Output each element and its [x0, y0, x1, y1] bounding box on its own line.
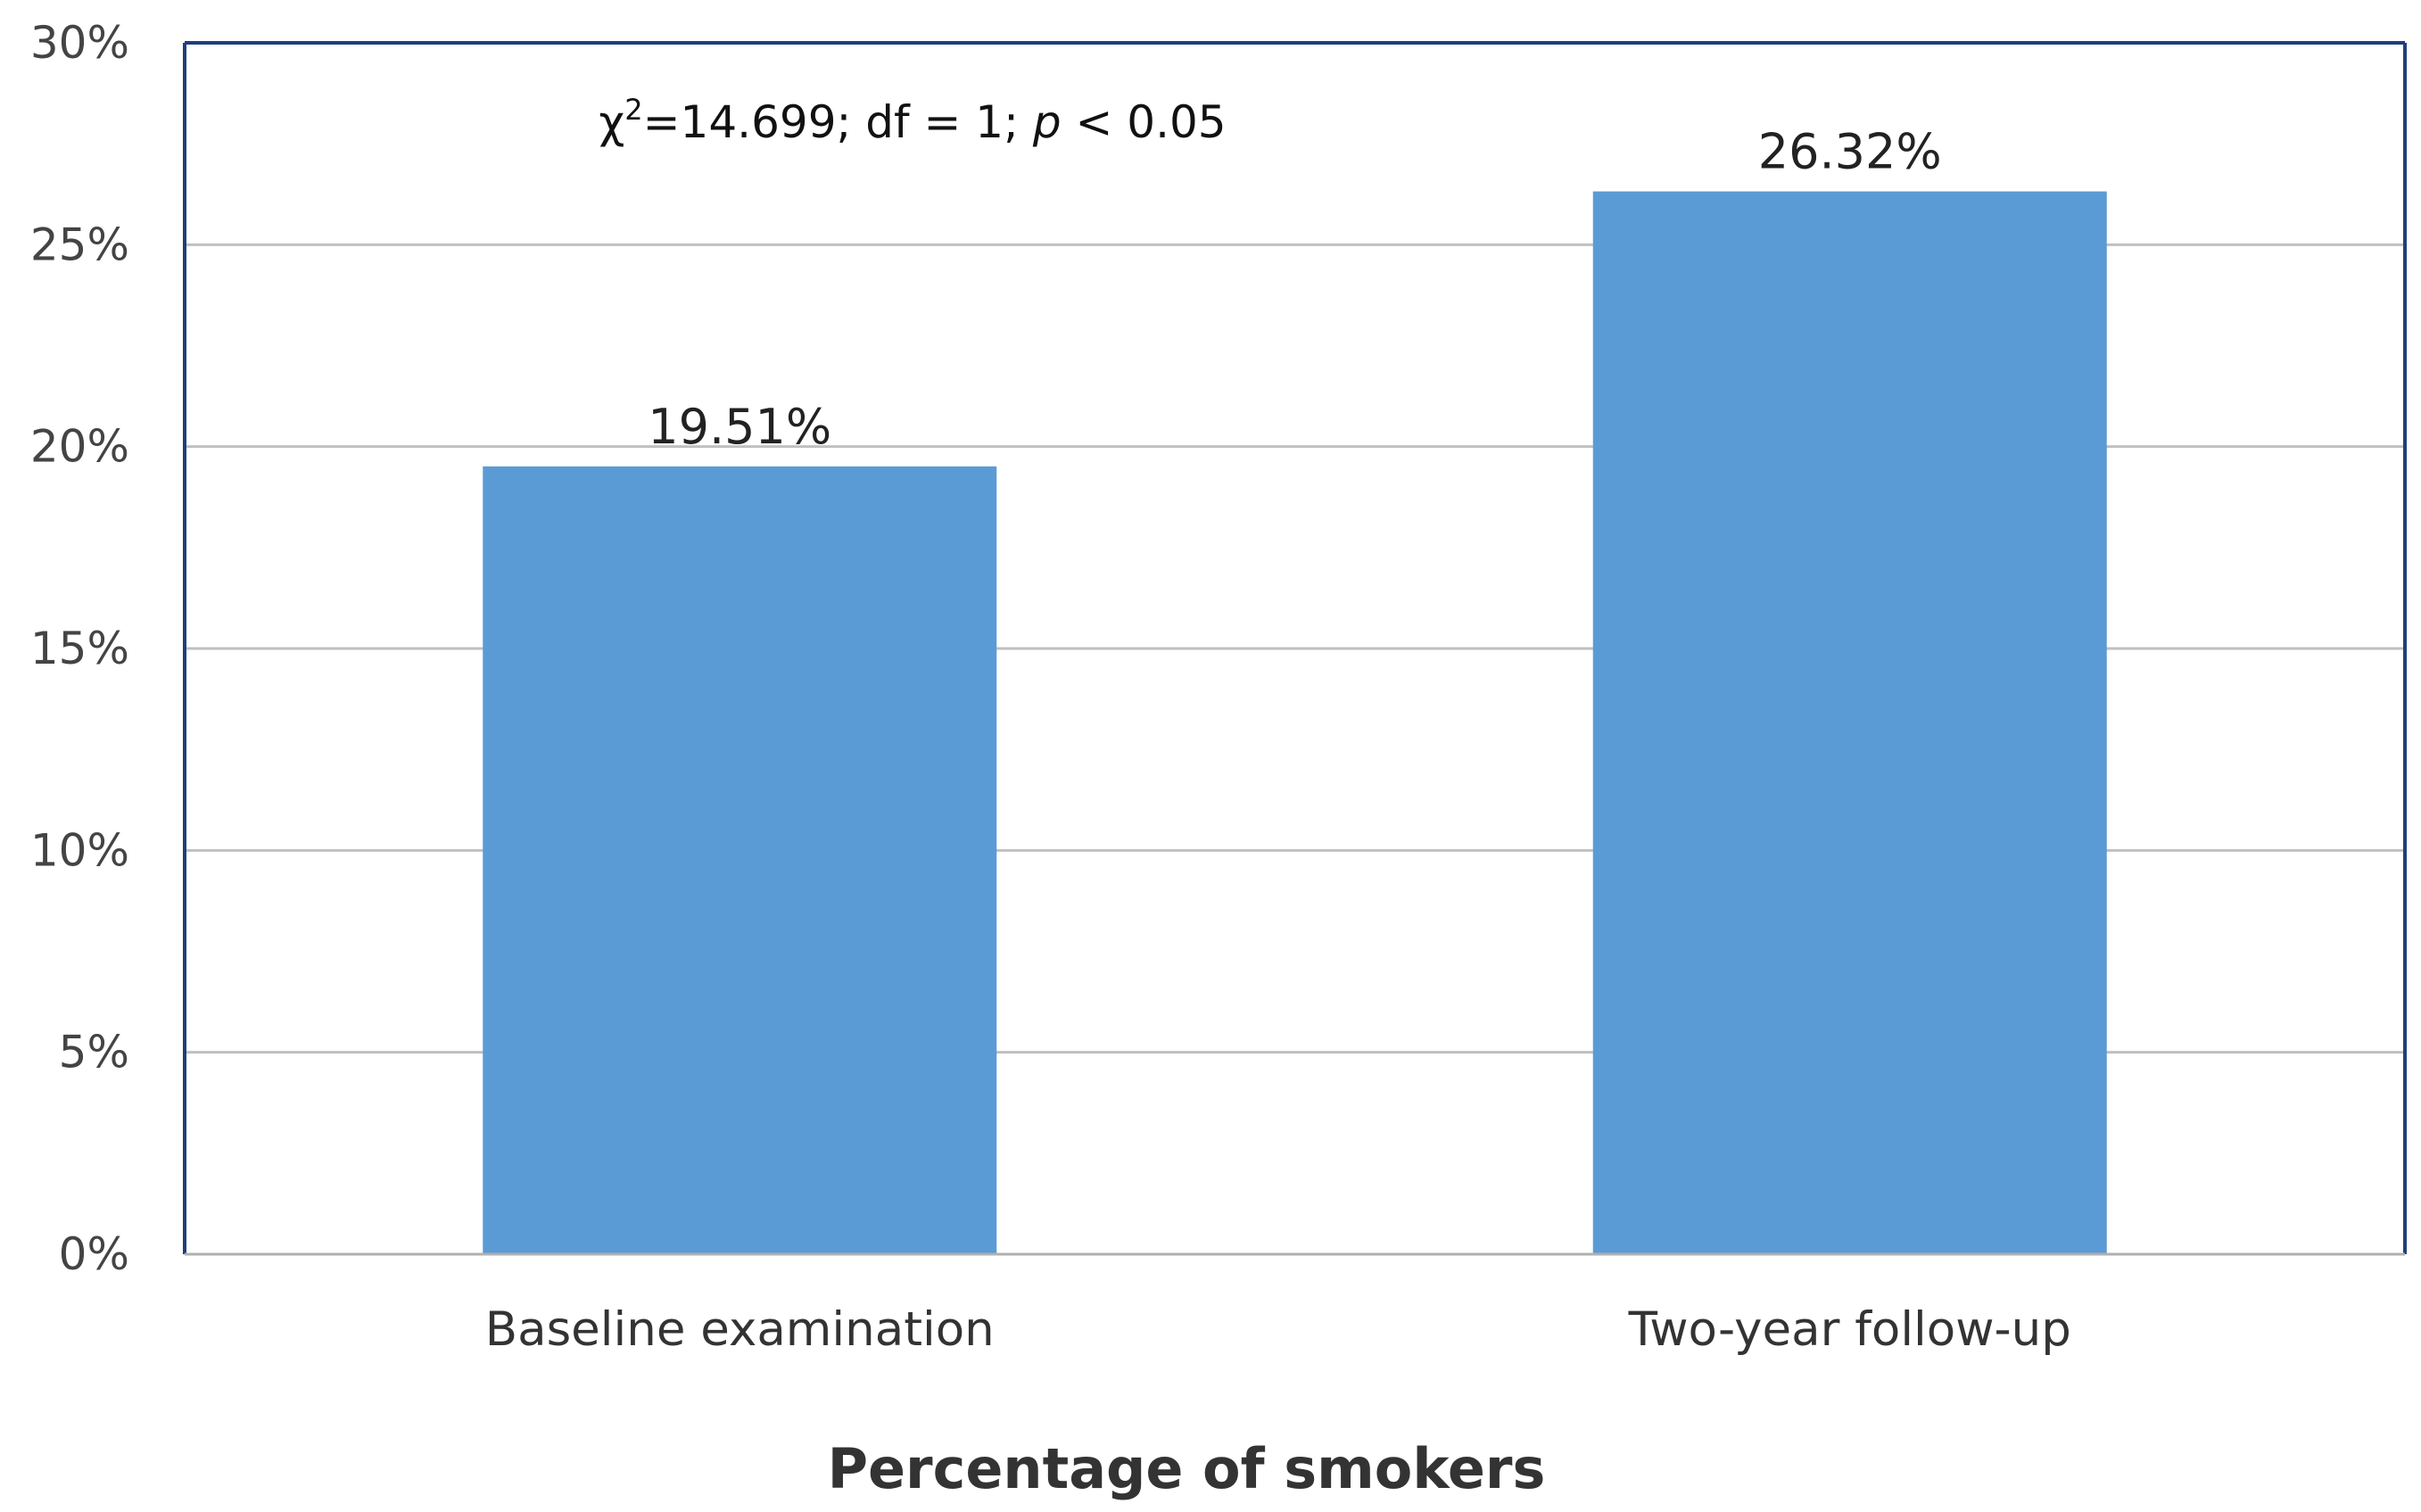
category-label: Two-year follow-up: [1628, 1302, 2071, 1357]
y-tick-label: 10%: [30, 824, 129, 876]
y-tick-label: 30%: [30, 17, 129, 69]
p-threshold: < 0.05: [1062, 96, 1227, 148]
p-symbol: p: [1032, 96, 1062, 148]
chi-stat: =14.699; df = 1;: [643, 96, 1033, 148]
y-tick-label: 20%: [30, 421, 129, 473]
axes: [183, 41, 2407, 1256]
bar: [483, 466, 997, 1254]
y-tick-labels: 0% 5% 10% 15% 20% 25% 30%: [30, 17, 129, 1280]
chi-symbol: χ: [599, 96, 624, 148]
value-labels: 19.51% 26.32%: [648, 124, 1941, 455]
y-tick-label: 25%: [30, 219, 129, 270]
category-labels: Baseline examination Two-year follow-up: [485, 1302, 2071, 1357]
y-tick-label: 5%: [59, 1027, 129, 1078]
y-tick-label: 0%: [59, 1228, 129, 1280]
bars: [483, 191, 2107, 1255]
y-tick-label: 15%: [30, 623, 129, 674]
category-label: Baseline examination: [485, 1302, 995, 1357]
bar: [1592, 191, 2107, 1255]
chi-square-annotation: χ2=14.699; df = 1; p < 0.05: [599, 93, 1226, 148]
x-axis-title: Percentage of smokers: [828, 1436, 1546, 1501]
bar-value-label: 19.51%: [648, 399, 831, 455]
bar-value-label: 26.32%: [1758, 124, 1942, 180]
chi-superscript: 2: [624, 93, 642, 127]
